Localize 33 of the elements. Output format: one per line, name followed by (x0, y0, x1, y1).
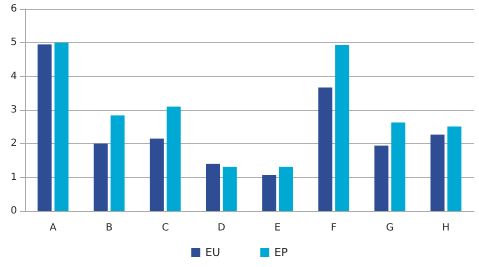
y-tick-label: 5 (10, 37, 17, 48)
bar (318, 87, 332, 211)
bar (110, 115, 125, 211)
y-tick-label: 3 (10, 104, 17, 116)
legend-label: EP (274, 246, 288, 259)
x-tick-label: H (442, 222, 450, 234)
bar (150, 138, 164, 211)
bar (430, 134, 445, 211)
bar (166, 106, 181, 211)
x-tick-label: B (106, 222, 113, 234)
y-tick-label: 6 (10, 4, 17, 14)
x-tick-label: E (274, 222, 281, 234)
y-tick-label: 1 (10, 172, 17, 183)
y-tick-label: 0 (10, 206, 17, 216)
bar (374, 146, 388, 211)
bar (447, 126, 462, 211)
y-tick-label: 2 (10, 138, 17, 150)
bar (278, 166, 293, 211)
x-tick-label: D (218, 222, 226, 234)
x-tick-label: F (330, 222, 337, 234)
x-tick-label: G (386, 222, 394, 234)
bar (222, 166, 237, 211)
bar (38, 44, 52, 211)
legend-label: EU (205, 246, 220, 259)
bar (391, 122, 406, 211)
y-tick-label: 4 (10, 70, 17, 82)
bar (54, 42, 68, 211)
bar (94, 144, 108, 211)
bar (335, 45, 350, 211)
bar (262, 174, 276, 211)
x-tick-label: A (50, 222, 57, 234)
x-tick-label: C (162, 222, 169, 234)
bar (206, 164, 220, 211)
